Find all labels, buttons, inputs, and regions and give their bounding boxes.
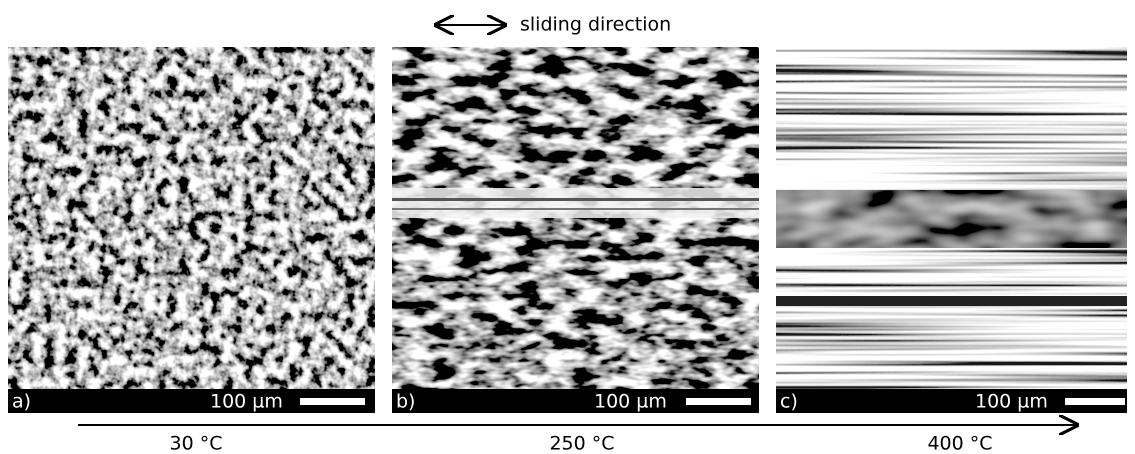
- panel-label: a): [12, 391, 31, 413]
- panel-label: b): [396, 391, 415, 413]
- wear-track: [392, 208, 759, 210]
- wear-track: [392, 198, 759, 201]
- panel: a) 100 µm: [8, 47, 375, 413]
- scale-bar: [300, 398, 365, 405]
- panel: c) 100 µm: [776, 47, 1127, 413]
- temperature-label: 400 °C: [927, 433, 992, 454]
- direction-label: sliding direction: [520, 14, 671, 36]
- scale-bar: [686, 398, 751, 405]
- dark-band: [776, 190, 1127, 248]
- scale-label: 100 µm: [594, 391, 667, 413]
- panel-label: c): [780, 391, 798, 413]
- micrograph: [8, 47, 375, 389]
- figure: sliding direction a) 100 µm b) 100 µm c)…: [0, 0, 1135, 454]
- streak: [776, 296, 1127, 306]
- wear-track: [392, 188, 759, 218]
- scale-label: 100 µm: [975, 391, 1048, 413]
- scale-label: 100 µm: [210, 391, 283, 413]
- temperature-label: 250 °C: [549, 433, 614, 454]
- temperature-label: 30 °C: [170, 433, 223, 454]
- panel: b) 100 µm: [392, 47, 759, 413]
- scale-bar: [1065, 398, 1125, 405]
